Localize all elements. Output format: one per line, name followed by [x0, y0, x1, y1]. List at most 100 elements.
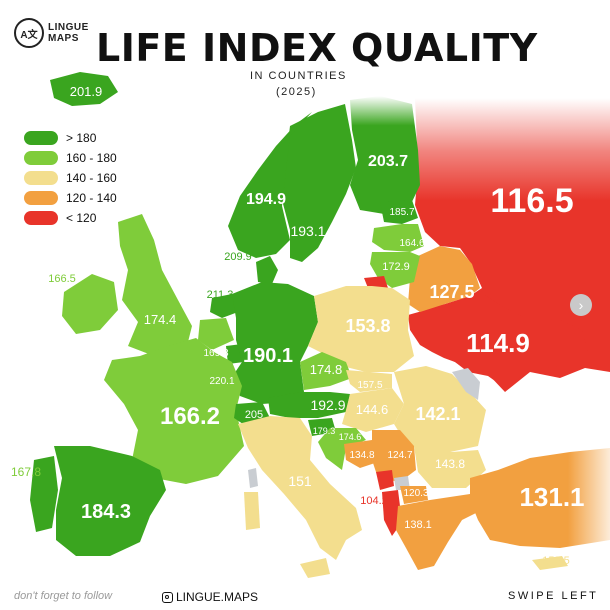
- region-sardinia: [244, 492, 260, 530]
- value-label: 167.8: [11, 465, 41, 479]
- legend-item: > 180: [24, 128, 117, 148]
- value-label: 179.3: [313, 426, 336, 436]
- legend-label: 140 - 160: [66, 171, 117, 185]
- region-slovakia: [346, 370, 392, 392]
- region-kaliningrad: [364, 276, 388, 288]
- value-label: 211.3: [207, 289, 234, 301]
- legend-item: 140 - 160: [24, 168, 117, 188]
- region-ukraine: [408, 295, 588, 388]
- region-hungary: [342, 388, 404, 432]
- value-label: 144.6: [356, 402, 389, 417]
- region-sicily: [300, 558, 330, 578]
- region-ireland: [62, 274, 118, 334]
- value-label: 116.5: [490, 182, 573, 220]
- region-spain: [54, 446, 166, 556]
- region-estonia: [380, 200, 418, 224]
- value-label: 201.9: [70, 84, 103, 99]
- value-label: 190.1: [243, 345, 293, 367]
- value-label: 114.9: [466, 328, 530, 358]
- region-serbia: [372, 430, 416, 482]
- next-slide-button[interactable]: ›: [570, 294, 592, 316]
- handle-text: LINGUE.MAPS: [176, 590, 259, 604]
- region-denmark: [256, 256, 278, 284]
- region-bulgaria: [414, 446, 486, 488]
- region-montenegro: [376, 470, 394, 490]
- region-sweden: [282, 104, 356, 262]
- logo-line2: MAPS: [48, 33, 79, 44]
- value-label: 194.9: [246, 191, 286, 208]
- region-netherlands: [210, 294, 238, 318]
- legend-swatch: [24, 211, 58, 225]
- region-poland: [308, 286, 414, 372]
- instagram-handle[interactable]: LINGUE.MAPS: [162, 590, 258, 604]
- region-cyprus: [532, 556, 568, 570]
- legend-label: < 120: [66, 211, 97, 225]
- value-label: 127.5: [429, 282, 474, 302]
- logo-line1: LINGUE: [48, 22, 89, 33]
- legend-item: < 120: [24, 208, 117, 228]
- region-croatia: [318, 428, 366, 470]
- logo-text: LINGUE MAPS: [48, 22, 88, 44]
- instagram-icon: [162, 591, 173, 603]
- value-label: 157.5: [357, 380, 382, 391]
- value-label: 169.3: [203, 348, 228, 359]
- region-corsica: [248, 468, 258, 488]
- value-label: 138.1: [404, 519, 432, 531]
- region-united-kingdom: [118, 214, 192, 356]
- region-austria: [268, 392, 350, 418]
- region-moldova: [452, 368, 480, 400]
- legend-item: 120 - 140: [24, 188, 117, 208]
- legend-item: 160 - 180: [24, 148, 117, 168]
- value-label: 192.9: [310, 397, 345, 413]
- page-subtitle: IN COUNTRIES: [250, 70, 347, 82]
- legend-label: 160 - 180: [66, 151, 117, 165]
- value-label: 166.5: [48, 273, 76, 285]
- value-label: 185.7: [389, 207, 414, 218]
- value-label: 172.9: [382, 261, 410, 273]
- value-label: 174.4: [144, 312, 177, 327]
- value-label: 209.9: [224, 251, 252, 263]
- translate-icon: A文: [14, 18, 44, 48]
- page-title: LIFE INDEX QUALITY: [96, 26, 538, 70]
- region-belarus: [408, 246, 480, 312]
- value-label: 124.7: [387, 450, 412, 461]
- region-latvia: [372, 224, 424, 252]
- value-label: 184.3: [81, 501, 131, 523]
- region-belgium: [198, 318, 234, 350]
- region-greece: [396, 494, 486, 570]
- value-label: 164.6: [399, 238, 424, 249]
- value-label: 153.8: [345, 316, 390, 336]
- region-czechia: [300, 352, 352, 390]
- legend: > 180 160 - 180 140 - 160 120 - 140 < 120: [24, 128, 117, 228]
- region-finland: [350, 96, 420, 214]
- region-north-macedonia: [400, 486, 428, 504]
- value-label: 143.8: [435, 457, 465, 471]
- follow-prompt: don't forget to follow: [14, 590, 113, 602]
- value-label: 174.6: [339, 432, 362, 442]
- value-label: 220.1: [209, 376, 234, 387]
- value-label: 158.5: [542, 555, 570, 567]
- legend-label: > 180: [66, 131, 97, 145]
- value-label: 174.8: [310, 362, 343, 377]
- value-label: 131.1: [519, 482, 584, 512]
- region-iceland: [50, 72, 118, 106]
- logo: A文 LINGUE MAPS: [14, 18, 88, 48]
- region-turkey: [470, 448, 610, 548]
- year-label: (2025): [276, 86, 317, 98]
- legend-label: 120 - 140: [66, 191, 117, 205]
- value-label: 104.2: [360, 495, 388, 507]
- value-label: 205: [245, 409, 263, 421]
- value-label: 151: [288, 473, 312, 489]
- value-label: 166.2: [160, 403, 220, 430]
- value-label: 193.1: [290, 223, 325, 239]
- value-label: 120.3: [403, 488, 428, 499]
- value-label: 203.7: [368, 153, 408, 170]
- swipe-left-hint: SWIPE LEFT: [508, 590, 599, 602]
- value-label: 134.8: [349, 450, 374, 461]
- region-bosnia: [344, 440, 378, 468]
- region-portugal: [30, 456, 58, 532]
- region-norway: [228, 112, 312, 258]
